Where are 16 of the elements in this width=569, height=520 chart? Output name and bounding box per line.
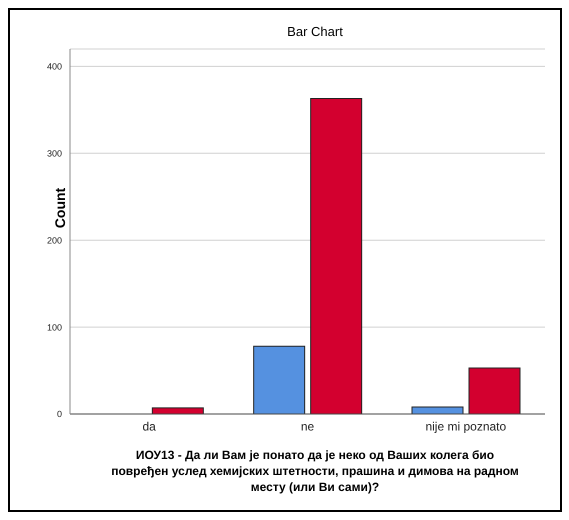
x-tick-label: nije mi poznato	[425, 420, 507, 434]
bar	[412, 406, 464, 414]
y-tick-label: 300	[46, 148, 62, 158]
bar	[310, 98, 362, 414]
y-tick-label: 400	[46, 62, 62, 72]
chart-title: Bar Chart	[286, 23, 344, 39]
x-tick-label: da	[142, 420, 156, 434]
y-tick-label: 200	[46, 235, 62, 246]
y-tick-label: 100	[46, 322, 62, 332]
bar	[152, 407, 204, 414]
y-tick-label: 0	[56, 409, 62, 420]
bar	[468, 367, 520, 414]
x-tick-label: ne	[300, 420, 314, 434]
x-axis-title: ИОУ13 - Да ли Вам је понато да је неко од Ваших колега био повређен услед хемијских штетности, прашина и димова на радном месту (или Ви сами)?	[110, 447, 520, 495]
y-axis-title: Count	[52, 188, 68, 228]
bar	[253, 346, 306, 414]
